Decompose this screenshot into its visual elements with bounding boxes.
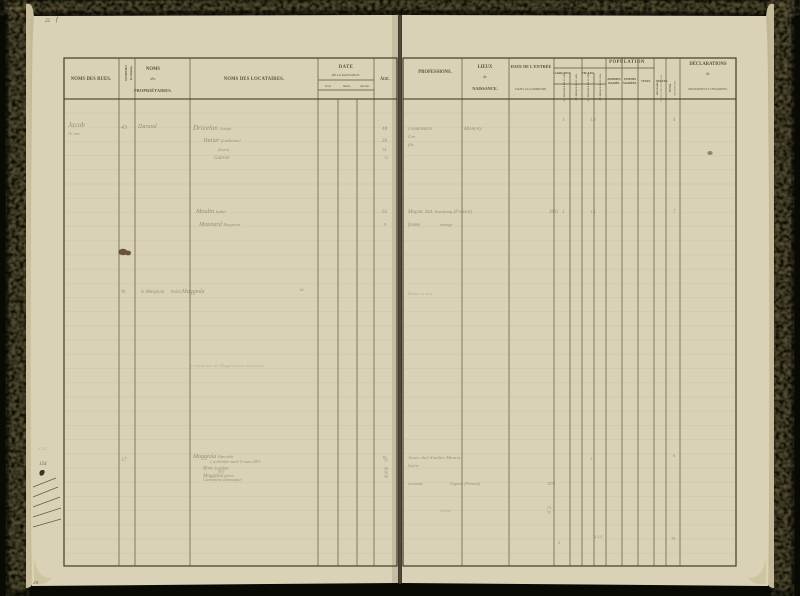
svg-text:2.13: 2.13	[38, 447, 47, 452]
svg-text:MUTATIONS ET CESSATIONS.: MUTATIONS ET CESSATIONS.	[688, 87, 728, 91]
svg-text:FEMMES: FEMMES	[624, 78, 637, 81]
svg-text:POPULATION: POPULATION	[609, 60, 645, 65]
svg-text:Gve: Gve	[408, 134, 415, 139]
svg-text:26: 26	[382, 138, 388, 144]
svg-text:Moncey: Moncey	[463, 126, 482, 132]
svg-text:DANS LA COMMUNE.: DANS LA COMMUNE.	[515, 87, 547, 91]
svg-text:Gignese (Piémont): Gignese (Piémont)	[450, 481, 481, 486]
svg-text:(leurs): (leurs)	[218, 147, 230, 152]
svg-text:NOMS DES RUES.: NOMS DES RUES.	[71, 77, 111, 82]
svg-text:Année.: Année.	[359, 84, 370, 88]
svg-text:Jour.: Jour.	[325, 84, 332, 88]
svg-text:VEUFS.: VEUFS.	[641, 80, 651, 83]
svg-text:22: 22	[45, 19, 51, 24]
svg-text:Maçon. Ind. Strasbourg (France: Maçon. Ind. Strasbourg (France)	[407, 208, 472, 215]
svg-text:DES INDIVIDUS.: DES INDIVIDUS.	[675, 80, 677, 96]
svg-text:NUMERO: NUMERO	[124, 65, 128, 81]
svg-text:des Maisons.: des Maisons.	[130, 66, 133, 81]
svg-text:Gabriel: Gabriel	[214, 156, 230, 161]
svg-text:1.1: 1.1	[590, 209, 596, 214]
svg-text:Durand: Durand	[137, 124, 158, 130]
svg-text:Genève: Genève	[408, 464, 419, 468]
svg-text:70: 70	[547, 511, 551, 515]
svg-text:DATE DE L'ENTRÉE: DATE DE L'ENTRÉE	[511, 64, 552, 69]
svg-text:s manoeuvre: s manoeuvre	[408, 127, 433, 132]
svg-text:2: 2	[558, 540, 560, 545]
svg-text:MILITAIRES: MILITAIRES	[656, 80, 659, 95]
svg-text:f. st ébéniste marié 11 mars: f. st ébéniste marié 11 mars 1891	[210, 460, 260, 464]
svg-text:63: 63	[382, 209, 388, 215]
svg-text:Journ. chef d'atelier Moncey: Journ. chef d'atelier Moncey	[408, 455, 462, 460]
svg-text:de: de	[483, 75, 487, 79]
svg-text:19: 19	[671, 536, 675, 541]
svg-text:154: 154	[39, 462, 47, 467]
svg-text:fils: fils	[408, 142, 414, 147]
svg-text:24: 24	[33, 581, 39, 586]
svg-text:hoirs: hoirs	[171, 290, 181, 295]
svg-text:HOMMES: HOMMES	[607, 78, 620, 81]
svg-text:ÂGE.: ÂGE.	[380, 76, 390, 81]
svg-text:Mois.: Mois.	[342, 84, 351, 88]
svg-text:1870: 1870	[547, 481, 555, 486]
svg-text:Vanier (Catherine): Vanier (Catherine)	[203, 137, 241, 144]
svg-text:PROPRIÉTAIRES.: PROPRIÉTAIRES.	[134, 88, 172, 93]
svg-text:DE LA NAISSANCE.: DE LA NAISSANCE.	[332, 73, 361, 77]
svg-text:1.: 1.	[590, 456, 593, 461]
svg-text:des: des	[150, 77, 156, 81]
svg-text:Carlomino (domestique): Carlomino (domestique)	[203, 477, 243, 482]
svg-text:7e rue: 7e rue	[68, 131, 80, 136]
svg-text:DATE: DATE	[339, 65, 354, 70]
svg-text:TOTAL: TOTAL	[669, 83, 672, 92]
svg-text:Drieelon Joseph: Drieelon Joseph	[192, 124, 231, 132]
svg-text:Jacob: Jacob	[68, 121, 85, 129]
svg-text:58: 58	[384, 475, 388, 479]
svg-text:servante: servante	[408, 481, 423, 486]
svg-text:11: 11	[384, 155, 388, 160]
svg-text:AU-DESSUS DE 21 ANS.: AU-DESSUS DE 21 ANS.	[575, 73, 578, 101]
svg-text:1.8: 1.8	[590, 117, 596, 122]
svg-text:GARÇONS: GARÇONS	[553, 71, 571, 75]
svg-text:PROFESSIONS.: PROFESSIONS.	[418, 70, 452, 75]
svg-text:femme: femme	[408, 223, 421, 228]
svg-text:17: 17	[121, 457, 127, 463]
svg-text:Moulin Isabel: Moulin Isabel	[195, 208, 227, 215]
svg-text:MARIÉS.: MARIÉS.	[608, 82, 620, 85]
svg-text:St Margiola: St Margiola	[141, 290, 165, 295]
svg-text:re-reporté par err. Maggiola p: re-reporté par err. Maggiola prise duexi…	[190, 363, 264, 368]
svg-text:LIEUX: LIEUX	[478, 65, 493, 70]
svg-text:1861: 1861	[549, 210, 559, 215]
svg-text:1/1/: 1/1/	[547, 506, 553, 510]
svg-text:43: 43	[121, 124, 127, 131]
svg-text:NOMS: NOMS	[146, 67, 160, 72]
svg-text:Rentier ici même: Rentier ici même	[407, 291, 433, 296]
svg-text:ménage: ménage	[440, 222, 453, 227]
svg-text:DÉCLARATIONS: DÉCLARATIONS	[689, 61, 727, 67]
svg-text:id.: id.	[300, 287, 304, 292]
svg-text:NOMS DES LOCATAIRES.: NOMS DES LOCATAIRES.	[224, 77, 285, 82]
svg-text:AU-DESSOUS DE 21 ANS.: AU-DESSOUS DE 21 ANS.	[563, 72, 566, 102]
svg-text:17: 17	[384, 459, 388, 463]
svg-text:AU-DESSOUS DE 21 ANS.: AU-DESSOUS DE 21 ANS.	[587, 72, 590, 102]
svg-text:de: de	[706, 72, 710, 76]
svg-text:NAISSANCE.: NAISSANCE.	[472, 86, 497, 91]
svg-text:VIVANT DANS LEUR MÉNAGE.: VIVANT DANS LEUR MÉNAGE.	[660, 74, 663, 102]
svg-text:MARIÉES.: MARIÉES.	[623, 82, 637, 85]
svg-text:48: 48	[382, 126, 388, 132]
svg-text:AU-DESSUS DE 21 ANS.: AU-DESSUS DE 21 ANS.	[599, 73, 602, 101]
svg-text:Genève: Genève	[440, 509, 451, 513]
svg-text:6.2.4: 6.2.4	[594, 534, 603, 539]
svg-text:Maggiola: Maggiola	[181, 289, 205, 295]
